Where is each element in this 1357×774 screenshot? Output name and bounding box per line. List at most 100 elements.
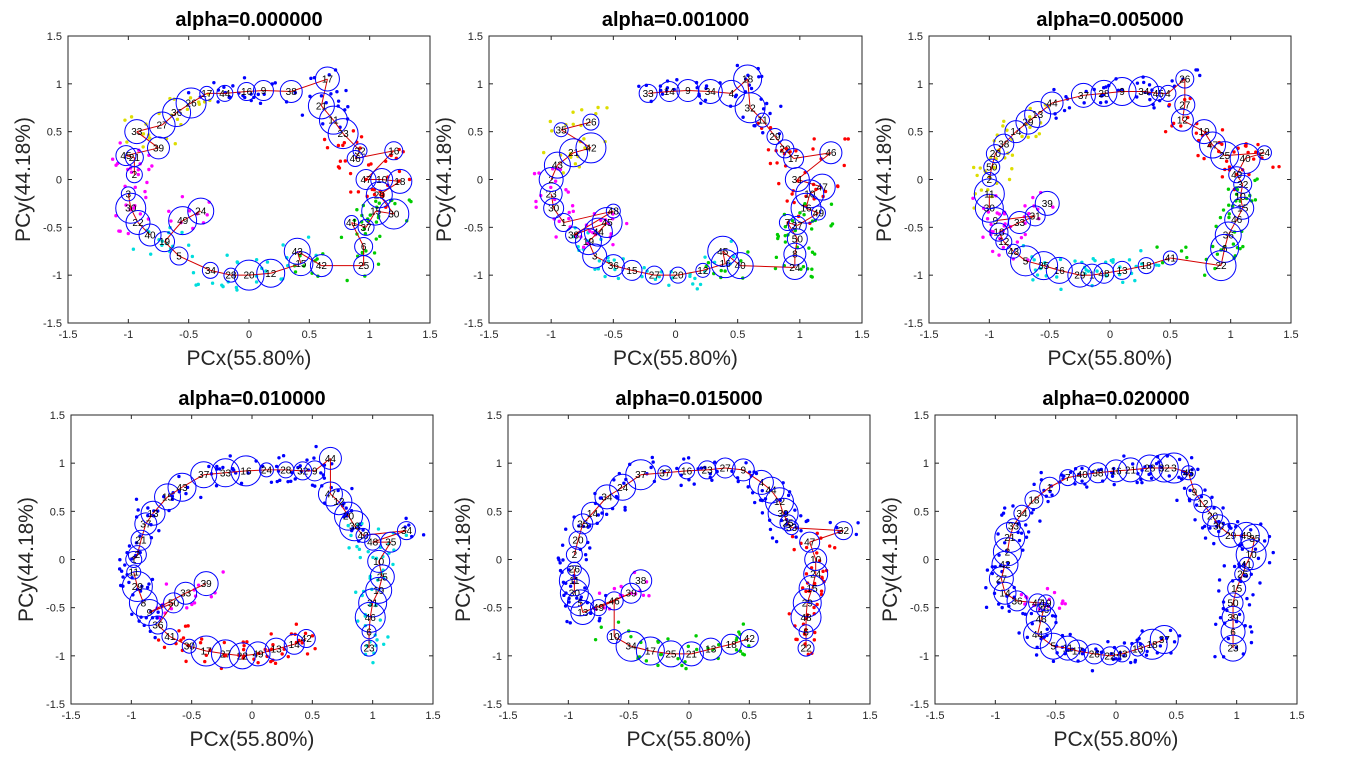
data-point xyxy=(623,508,627,512)
data-point xyxy=(1203,488,1207,492)
node-label: 49 xyxy=(1231,170,1243,181)
data-point xyxy=(381,194,385,198)
node-circle xyxy=(127,545,147,565)
data-point xyxy=(1116,88,1121,92)
node-label: 45 xyxy=(602,218,614,229)
data-point xyxy=(324,101,328,105)
y-tick-label: 1 xyxy=(59,458,65,470)
data-point xyxy=(374,556,379,561)
data-point xyxy=(843,137,847,141)
data-point xyxy=(1086,269,1091,273)
graph-edge xyxy=(650,650,671,655)
data-point xyxy=(1235,520,1240,524)
data-point xyxy=(364,249,368,253)
node-label: 16 xyxy=(681,466,693,477)
node-label: 36 xyxy=(171,108,183,119)
data-point xyxy=(780,148,784,152)
data-point xyxy=(616,276,621,281)
data-point xyxy=(1106,639,1110,644)
node-label: 33 xyxy=(786,523,798,534)
node-circle xyxy=(559,138,589,168)
graph-edge xyxy=(563,210,614,224)
node-circle xyxy=(1100,646,1120,666)
data-point xyxy=(319,471,323,475)
data-point xyxy=(1196,153,1200,158)
subplot-6: alpha=0.020000 -1.5 -1 -0.5 0 0.5 1 1.5 -1.5 -1 -0… xyxy=(879,388,1305,751)
node-circle xyxy=(344,215,360,231)
node-label: 44 xyxy=(1047,98,1059,109)
node-label: 34 xyxy=(1016,509,1028,520)
data-point xyxy=(271,643,275,647)
data-point xyxy=(134,541,139,545)
y-tick-label: -1.5 xyxy=(464,318,483,330)
node-label: 13 xyxy=(1117,266,1129,277)
data-point xyxy=(996,532,1000,536)
node-label: 30 xyxy=(388,209,400,220)
node-label: 29 xyxy=(802,598,814,609)
data-point xyxy=(214,484,219,488)
node-circle xyxy=(1034,190,1060,216)
data-point xyxy=(342,141,347,145)
data-point xyxy=(293,91,297,95)
graph-edge xyxy=(161,112,177,126)
node-label: 20 xyxy=(572,536,584,547)
data-point xyxy=(776,234,781,239)
data-point xyxy=(1202,156,1206,161)
data-point xyxy=(991,229,995,234)
node-label: 45 xyxy=(1183,468,1195,479)
data-point xyxy=(1249,528,1253,532)
node-circle xyxy=(1025,603,1057,635)
node-circle xyxy=(361,624,377,640)
node-label: 42 xyxy=(744,634,756,645)
node-label: 47 xyxy=(1207,141,1219,152)
graph-edge xyxy=(573,540,579,555)
node-circle xyxy=(582,243,608,269)
data-point xyxy=(1214,224,1218,229)
data-point xyxy=(1220,142,1224,146)
data-point xyxy=(1231,242,1236,246)
node-label: 22 xyxy=(132,218,144,229)
data-point xyxy=(1139,249,1143,253)
graph-edge xyxy=(779,501,784,514)
data-point xyxy=(1175,498,1179,503)
data-point xyxy=(190,602,194,607)
data-point xyxy=(1032,258,1036,262)
graph-edge xyxy=(296,251,302,264)
node-circle xyxy=(1170,108,1194,132)
data-point xyxy=(365,644,369,648)
node-label: 12 xyxy=(1177,116,1189,127)
node-label: 37 xyxy=(635,470,647,481)
node-circle xyxy=(657,640,685,668)
data-point xyxy=(757,75,761,79)
data-point xyxy=(986,210,991,214)
y-tick-label: -1 xyxy=(492,651,502,663)
node-circle xyxy=(327,118,359,150)
data-point xyxy=(303,631,308,636)
data-point xyxy=(856,521,860,525)
data-point xyxy=(1135,81,1140,85)
node-circle xyxy=(1180,465,1196,481)
data-point xyxy=(1005,128,1009,132)
node-circle xyxy=(1117,457,1143,483)
data-point xyxy=(1112,482,1116,487)
x-axis-label: PCx(55.80%) xyxy=(190,728,315,751)
y-tick-label: 0.5 xyxy=(468,127,483,139)
data-point xyxy=(783,240,788,244)
node-circle xyxy=(365,181,393,209)
graph-edge xyxy=(1224,234,1229,249)
data-point xyxy=(173,142,177,146)
data-point xyxy=(809,566,814,570)
graph-edge xyxy=(1130,467,1150,471)
data-point xyxy=(1182,486,1187,490)
data-point xyxy=(254,258,259,262)
data-point xyxy=(185,606,189,610)
node-label: 39 xyxy=(1227,613,1239,624)
data-point xyxy=(169,219,173,223)
node-circle xyxy=(354,601,386,633)
data-point xyxy=(368,213,372,217)
node-circle xyxy=(369,564,395,590)
data-point xyxy=(305,458,309,462)
x-tick-label: 1.5 xyxy=(862,710,877,722)
node-circle xyxy=(1231,196,1255,220)
node-circle xyxy=(833,521,853,541)
